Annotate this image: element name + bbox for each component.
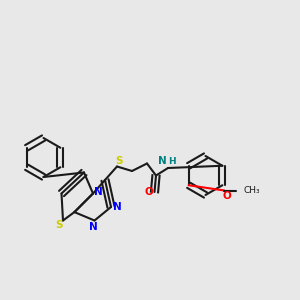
- Text: N: N: [94, 187, 103, 197]
- Text: O: O: [222, 191, 231, 201]
- Text: N: N: [88, 222, 98, 232]
- Text: O: O: [144, 187, 153, 197]
- Text: S: S: [55, 220, 62, 230]
- Text: S: S: [115, 156, 122, 166]
- Text: CH₃: CH₃: [244, 186, 260, 195]
- Text: N: N: [112, 202, 122, 212]
- Text: H: H: [168, 157, 176, 166]
- Text: N: N: [158, 156, 167, 167]
